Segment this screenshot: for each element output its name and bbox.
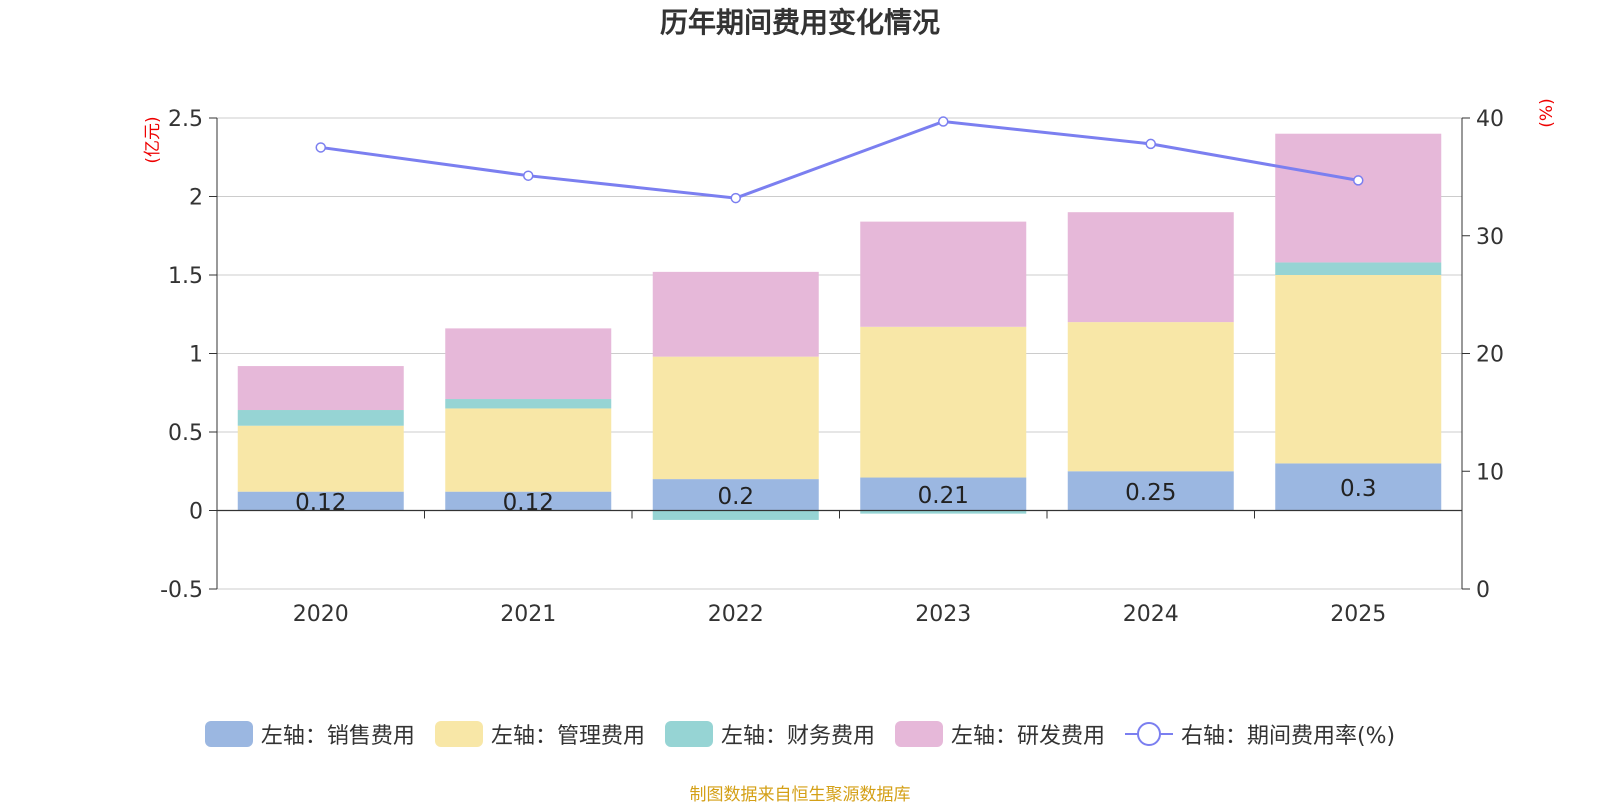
bar-segment (1275, 262, 1442, 275)
bar-segment (1275, 463, 1442, 511)
bar-segment (237, 410, 404, 426)
bar-segment (860, 477, 1027, 511)
source-note: 制图数据来自恒生聚源数据库 (689, 785, 911, 805)
rate-point (315, 142, 326, 153)
rate-point (1353, 175, 1364, 186)
data-label: 0.12 (503, 490, 554, 516)
left-axis-unit-label: (亿元) (143, 116, 163, 163)
left-axis-tick-label: -0.5 (160, 578, 203, 603)
legend-line-marker-icon (1124, 721, 1173, 747)
bar-segment (445, 408, 612, 492)
rate-point (523, 170, 534, 181)
x-axis-tick-label: 2024 (1123, 602, 1179, 627)
legend-label-finance: 左轴：财务费用 (720, 724, 875, 749)
bar-segment (237, 491, 404, 511)
bar-segment (1067, 322, 1234, 472)
x-axis-tick-label: 2023 (915, 602, 971, 627)
x-axis-tick-label: 2020 (293, 602, 349, 627)
legend-item-finance[interactable]: 左轴：财务费用 (664, 718, 875, 750)
bar-segment (237, 366, 404, 411)
legend-item-rate[interactable]: 右轴：期间费用率(%) (1124, 718, 1396, 750)
bar-segment (860, 326, 1027, 478)
left-axis-tick-label: 0.5 (168, 421, 203, 446)
right-axis-unit-label: (%) (1537, 98, 1557, 127)
rate-point (938, 116, 949, 127)
left-axis-tick-label: 0 (189, 500, 203, 525)
legend: 左轴：销售费用 左轴：管理费用 左轴：财务费用 左轴：研发费用 右轴：期间费用率… (0, 718, 1600, 750)
legend-item-sales[interactable]: 左轴：销售费用 (204, 718, 415, 750)
bar-segment (860, 510, 1027, 514)
data-labels: 0.12 0.12 0.2 0.21 0.25 0.3 (295, 476, 1376, 516)
right-axis-tick-label: 0 (1476, 578, 1490, 603)
x-axis-tick-label: 2022 (708, 602, 764, 627)
right-axis-tick-label: 20 (1476, 343, 1504, 368)
bar-segment (445, 399, 612, 409)
chart-title: 历年期间费用变化情况 (660, 6, 940, 39)
left-axis-tick-label: 2.5 (168, 107, 203, 132)
legend-swatch-admin (434, 721, 483, 747)
bar-segment (652, 479, 819, 511)
bar-segment (652, 510, 819, 520)
rate-point (1145, 138, 1156, 150)
axes: -0.5 0 0.5 1 1.5 2 2.5 0 10 20 30 40 2020 2021 2022 202… (160, 107, 1504, 627)
left-axis-tick-label: 1.5 (168, 264, 203, 289)
legend-item-admin[interactable]: 左轴：管理费用 (434, 718, 645, 750)
legend-item-rnd[interactable]: 左轴：研发费用 (894, 718, 1105, 750)
bar-segment (652, 271, 819, 357)
legend-swatch-sales (204, 721, 253, 747)
rate-line-series (315, 116, 1364, 204)
rate-line (320, 120, 1359, 200)
legend-label-rnd: 左轴：研发费用 (950, 724, 1105, 749)
x-axis-tick-label: 2021 (500, 602, 556, 627)
bar-segment (652, 356, 819, 480)
legend-swatch-rnd (894, 721, 943, 747)
rate-point (730, 192, 741, 204)
right-axis-tick-label: 40 (1476, 107, 1504, 132)
bar-segment (1067, 212, 1234, 323)
data-label: 0.21 (918, 483, 969, 509)
bar-segment (1275, 133, 1442, 263)
bar-segment (1275, 275, 1442, 464)
bar-segment (1067, 471, 1234, 511)
left-axis-tick-label: 2 (189, 186, 203, 211)
data-label: 0.2 (717, 484, 754, 510)
right-axis-tick-label: 30 (1476, 225, 1504, 250)
bar-segment (860, 221, 1027, 327)
right-axis-tick-label: 10 (1476, 460, 1504, 485)
legend-label-admin: 左轴：管理费用 (490, 724, 645, 749)
legend-swatch-finance (664, 721, 713, 747)
legend-label-rate: 右轴：期间费用率(%) (1180, 724, 1396, 749)
bar-series (237, 133, 1442, 520)
bar-segment (445, 328, 612, 400)
data-label: 0.25 (1125, 480, 1176, 506)
bar-segment (237, 425, 404, 492)
x-axis-tick-label: 2025 (1330, 602, 1386, 627)
data-label: 0.3 (1340, 476, 1377, 502)
data-label: 0.12 (295, 490, 346, 516)
bar-segment (445, 491, 612, 511)
legend-label-sales: 左轴：销售费用 (260, 724, 415, 749)
left-axis-tick-label: 1 (189, 343, 203, 368)
